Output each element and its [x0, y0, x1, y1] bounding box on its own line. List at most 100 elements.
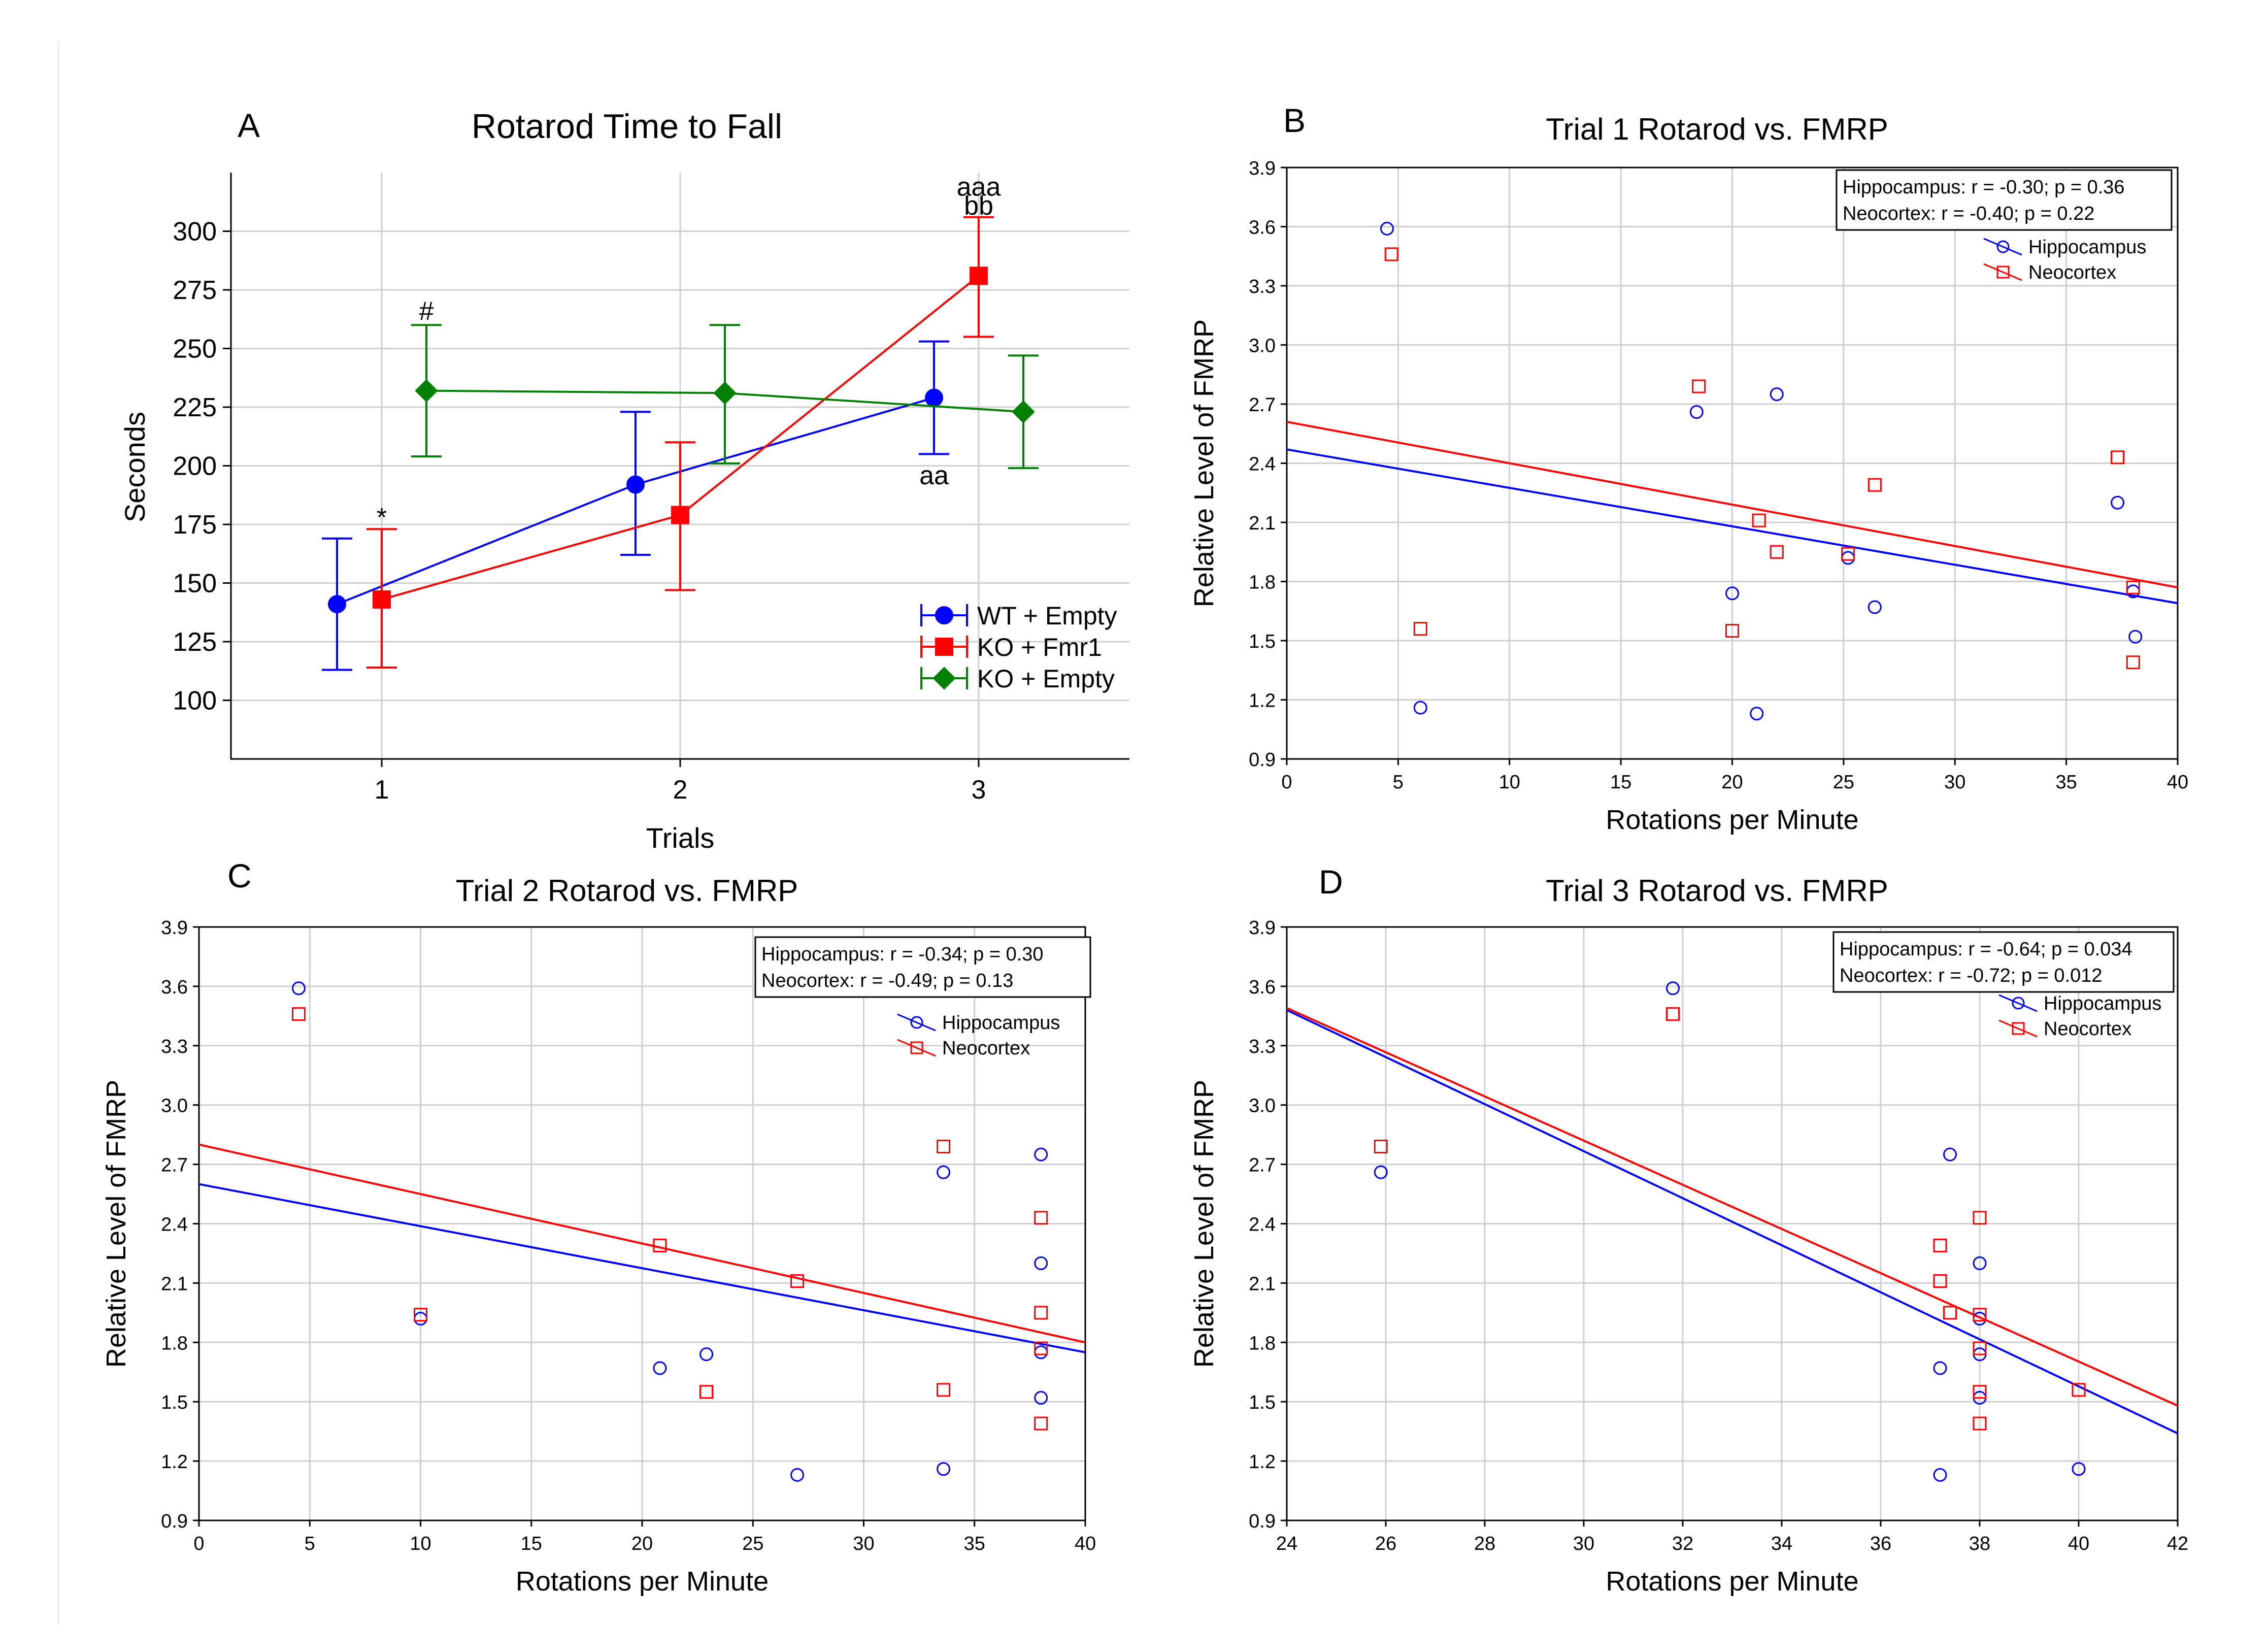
y-tick-label: 2.4: [1249, 454, 1276, 475]
fit-line-hippocampus: [1286, 448, 2178, 605]
data-point: [1666, 981, 1680, 996]
data-point: [1034, 1341, 1048, 1355]
data-point: [1384, 247, 1398, 261]
x-axis-label: Rotations per Minute: [1606, 805, 1858, 835]
data-point: [1725, 586, 1739, 601]
y-tick-label: 150: [173, 569, 217, 599]
series-neocortex: [1384, 247, 2140, 670]
data-point: [1034, 1390, 1048, 1405]
annotation-label: aa: [919, 461, 949, 490]
y-axis-label: Seconds: [119, 412, 151, 522]
x-tick-label: 1: [375, 775, 389, 805]
stats-box: [1836, 169, 2173, 231]
y-tick-label: 300: [173, 217, 217, 247]
legend-item-neocortex: Neocortex: [897, 1038, 1030, 1059]
chart-title: Trial 2 Rotarod vs. FMRP: [456, 874, 798, 908]
y-tick-label: 1.8: [161, 1333, 188, 1354]
x-tick-label: 10: [1499, 772, 1520, 793]
legend-label: Neocortex: [942, 1038, 1030, 1059]
series-wt-empty: [322, 340, 949, 671]
y-tick-label: 3.3: [1249, 1036, 1276, 1057]
y-tick-label: 3.9: [1249, 158, 1276, 179]
panel-c: Trial 2 Rotarod vs. FMRP 0.9 1.2 1.5 1.8 2.1 2…: [101, 874, 1096, 1597]
data-point: [626, 475, 645, 494]
data-point: [1413, 622, 1427, 636]
data-point: [2111, 495, 2125, 510]
legend-label: Neocortex: [2044, 1018, 2131, 1040]
panel-letter-c: C: [227, 857, 252, 894]
data-point: [937, 1140, 951, 1154]
x-tick-label: 30: [1944, 772, 1965, 793]
legend-marker: [2012, 997, 2025, 1010]
data-point: [1973, 1416, 1987, 1431]
y-tick-label: 1.5: [161, 1392, 188, 1413]
data-point: [1666, 1007, 1680, 1021]
legend-item-wt-empty: WT + Empty: [920, 602, 1117, 630]
data-point: [790, 1274, 805, 1288]
x-tick-label: 24: [1276, 1533, 1297, 1554]
x-axis-label: Trials: [646, 822, 715, 854]
data-point: [1689, 405, 1704, 419]
x-tick-label: 10: [410, 1533, 431, 1554]
data-point: [1725, 624, 1739, 638]
x-tick-label: 32: [1672, 1533, 1693, 1554]
plot-frame: [198, 926, 1086, 1521]
data-point: [1034, 1147, 1048, 1162]
data-point: [970, 267, 988, 285]
stats-line: Hippocampus: r = -0.34; p = 0.30: [761, 944, 1044, 965]
data-point: [653, 1361, 667, 1375]
stats-line: Hippocampus: r = -0.64; p = 0.034: [1840, 939, 2132, 960]
data-point: [1034, 1211, 1048, 1225]
legend-line: [897, 1039, 936, 1057]
x-tick-label: 20: [631, 1533, 653, 1554]
data-point: [2072, 1383, 2086, 1397]
data-point: [2072, 1462, 2086, 1476]
x-tick-label: 5: [1393, 772, 1404, 793]
legend-label: KO + Empty: [977, 665, 1115, 693]
data-point: [1752, 513, 1766, 527]
panel-d: Trial 3 Rotarod vs. FMRP 0.9 1.2 1.5 1.8 2.1 2…: [1189, 874, 2188, 1597]
data-point: [1943, 1306, 1957, 1320]
y-tick-label: 200: [173, 452, 217, 481]
y-axis-label: Relative Level of FMRP: [1189, 319, 1219, 607]
y-tick-label: 3.6: [1249, 217, 1276, 239]
y-tick-label: 2.1: [161, 1273, 188, 1295]
x-tick-label: 5: [305, 1533, 315, 1554]
y-tick-label: 0.9: [1249, 749, 1276, 771]
data-point: [328, 595, 346, 614]
stats-box: [1832, 931, 2175, 993]
legend-marker: [935, 638, 953, 656]
legend-marker: [932, 667, 956, 690]
y-tick-label: 175: [173, 510, 217, 540]
y-tick-label: 2.4: [161, 1214, 188, 1236]
data-point: [1933, 1361, 1947, 1375]
data-point: [1034, 1256, 1048, 1270]
x-tick-label: 25: [1833, 772, 1854, 793]
data-point: [1973, 1256, 1987, 1270]
y-tick-label: 1.8: [1249, 1333, 1276, 1354]
x-tick-label: 40: [1075, 1533, 1096, 1554]
annotation-label: bb: [964, 191, 993, 221]
y-tick-label: 2.4: [1249, 1214, 1276, 1236]
data-point: [2126, 580, 2140, 594]
y-tick-label: 0.9: [161, 1511, 188, 1532]
data-point: [414, 1308, 427, 1322]
legend-label: Neocortex: [2028, 262, 2116, 283]
series-ko-empty: [411, 324, 1039, 470]
panel-a: Rotarod Time to Fall 100 125 150 175 200 225 25…: [119, 107, 1129, 854]
legend-label: KO + Fmr1: [977, 633, 1102, 661]
x-tick-label: 15: [521, 1533, 542, 1554]
y-tick-label: 3.3: [161, 1036, 188, 1057]
y-tick-label: 2.7: [161, 1155, 188, 1176]
legend-line: [1983, 238, 2022, 256]
data-point: [1750, 707, 1764, 721]
y-tick-label: 2.1: [1249, 1273, 1276, 1295]
panel-b: Trial 1 Rotarod vs. FMRP 0.9 1.2 1.5 1.8 2.1 2…: [1189, 112, 2188, 835]
legend-line: [1983, 263, 2022, 281]
legend-item-neocortex: Neocortex: [1983, 262, 2116, 283]
y-tick-label: 3.6: [1249, 977, 1276, 998]
data-point: [1933, 1274, 1947, 1288]
data-point: [1867, 478, 1882, 492]
stats-line: Neocortex: r = -0.49; p = 0.13: [761, 970, 1013, 991]
